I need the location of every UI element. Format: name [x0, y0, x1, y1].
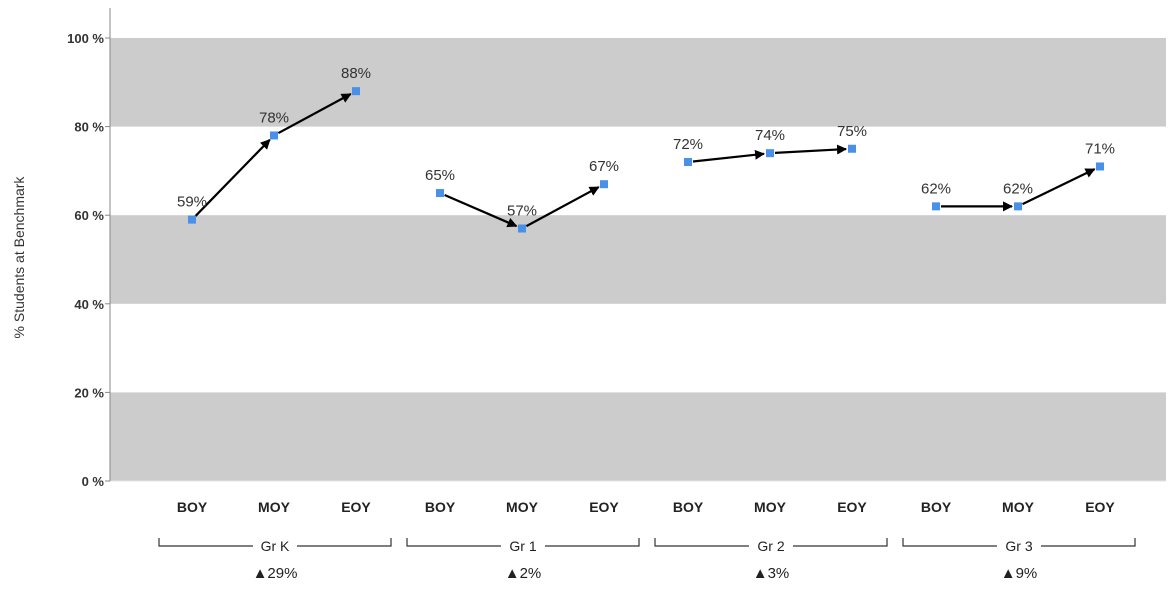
y-axis-title: % Students at Benchmark — [11, 176, 27, 339]
data-label: 72% — [673, 136, 703, 153]
data-point — [270, 131, 278, 140]
data-label: 67% — [589, 158, 619, 175]
data-label: 62% — [921, 180, 951, 197]
group-change-label: ▲2% — [505, 565, 542, 582]
trend-arrow — [525, 186, 600, 228]
trend-arrow — [444, 194, 518, 228]
data-point — [188, 215, 196, 224]
x-tick-label: MOY — [754, 499, 787, 515]
group-label: Gr 1 — [509, 538, 536, 554]
x-tick-label: EOY — [1085, 499, 1115, 515]
group-bracket-right — [793, 538, 888, 547]
data-point — [684, 158, 692, 167]
x-tick-label: MOY — [1002, 499, 1035, 515]
x-tick-label: MOY — [258, 499, 291, 515]
data-label: 71% — [1085, 140, 1115, 157]
group-bracket-left — [158, 538, 253, 547]
group-label: Gr 2 — [757, 538, 784, 554]
trend-arrow — [194, 138, 271, 217]
group-bracket-right — [545, 538, 640, 547]
data-label: 65% — [425, 167, 455, 184]
data-label: 74% — [755, 127, 785, 144]
group-label: Gr K — [261, 538, 290, 554]
x-tick-label: BOY — [177, 499, 208, 515]
y-tick-label: 0 % — [82, 474, 105, 489]
data-label: 88% — [341, 65, 371, 82]
data-point — [932, 202, 940, 211]
y-tick-label: 40 % — [74, 297, 104, 312]
trend-arrow — [692, 149, 766, 163]
data-point — [436, 189, 444, 198]
data-label: 59% — [177, 194, 207, 211]
data-point — [766, 149, 774, 158]
trend-arrow — [1022, 168, 1096, 206]
x-tick-label: BOY — [425, 499, 456, 515]
data-point — [518, 224, 526, 233]
group-bracket-right — [1041, 538, 1136, 547]
plot-band — [110, 215, 1166, 304]
group-bracket-left — [654, 538, 749, 547]
group-bracket-left — [406, 538, 501, 547]
data-point — [848, 144, 856, 153]
group-change-label: ▲9% — [1001, 565, 1038, 582]
x-tick-label: BOY — [673, 499, 704, 515]
y-tick-label: 100 % — [67, 31, 104, 46]
data-label: 75% — [837, 123, 867, 140]
data-point — [1014, 202, 1022, 211]
plot-band — [110, 38, 1166, 127]
group-change-label: ▲3% — [753, 565, 790, 582]
plot-band — [110, 392, 1166, 481]
data-point — [1096, 162, 1104, 171]
x-tick-label: MOY — [506, 499, 539, 515]
data-point — [600, 180, 608, 189]
data-label: 62% — [1003, 180, 1033, 197]
y-tick-label: 80 % — [74, 120, 104, 135]
x-tick-label: EOY — [589, 499, 619, 515]
data-point — [352, 87, 360, 96]
trend-arrow — [277, 93, 352, 135]
group-bracket-right — [297, 538, 392, 547]
y-tick-label: 60 % — [74, 208, 104, 223]
x-tick-label: EOY — [837, 499, 867, 515]
trend-arrow — [774, 144, 848, 155]
group-label: Gr 3 — [1005, 538, 1032, 554]
data-label: 78% — [259, 109, 289, 126]
x-tick-label: BOY — [921, 499, 952, 515]
group-change-label: ▲29% — [253, 565, 298, 582]
x-tick-label: EOY — [341, 499, 371, 515]
data-label: 57% — [507, 202, 537, 219]
group-bracket-left — [902, 538, 997, 547]
y-tick-label: 20 % — [74, 385, 104, 400]
